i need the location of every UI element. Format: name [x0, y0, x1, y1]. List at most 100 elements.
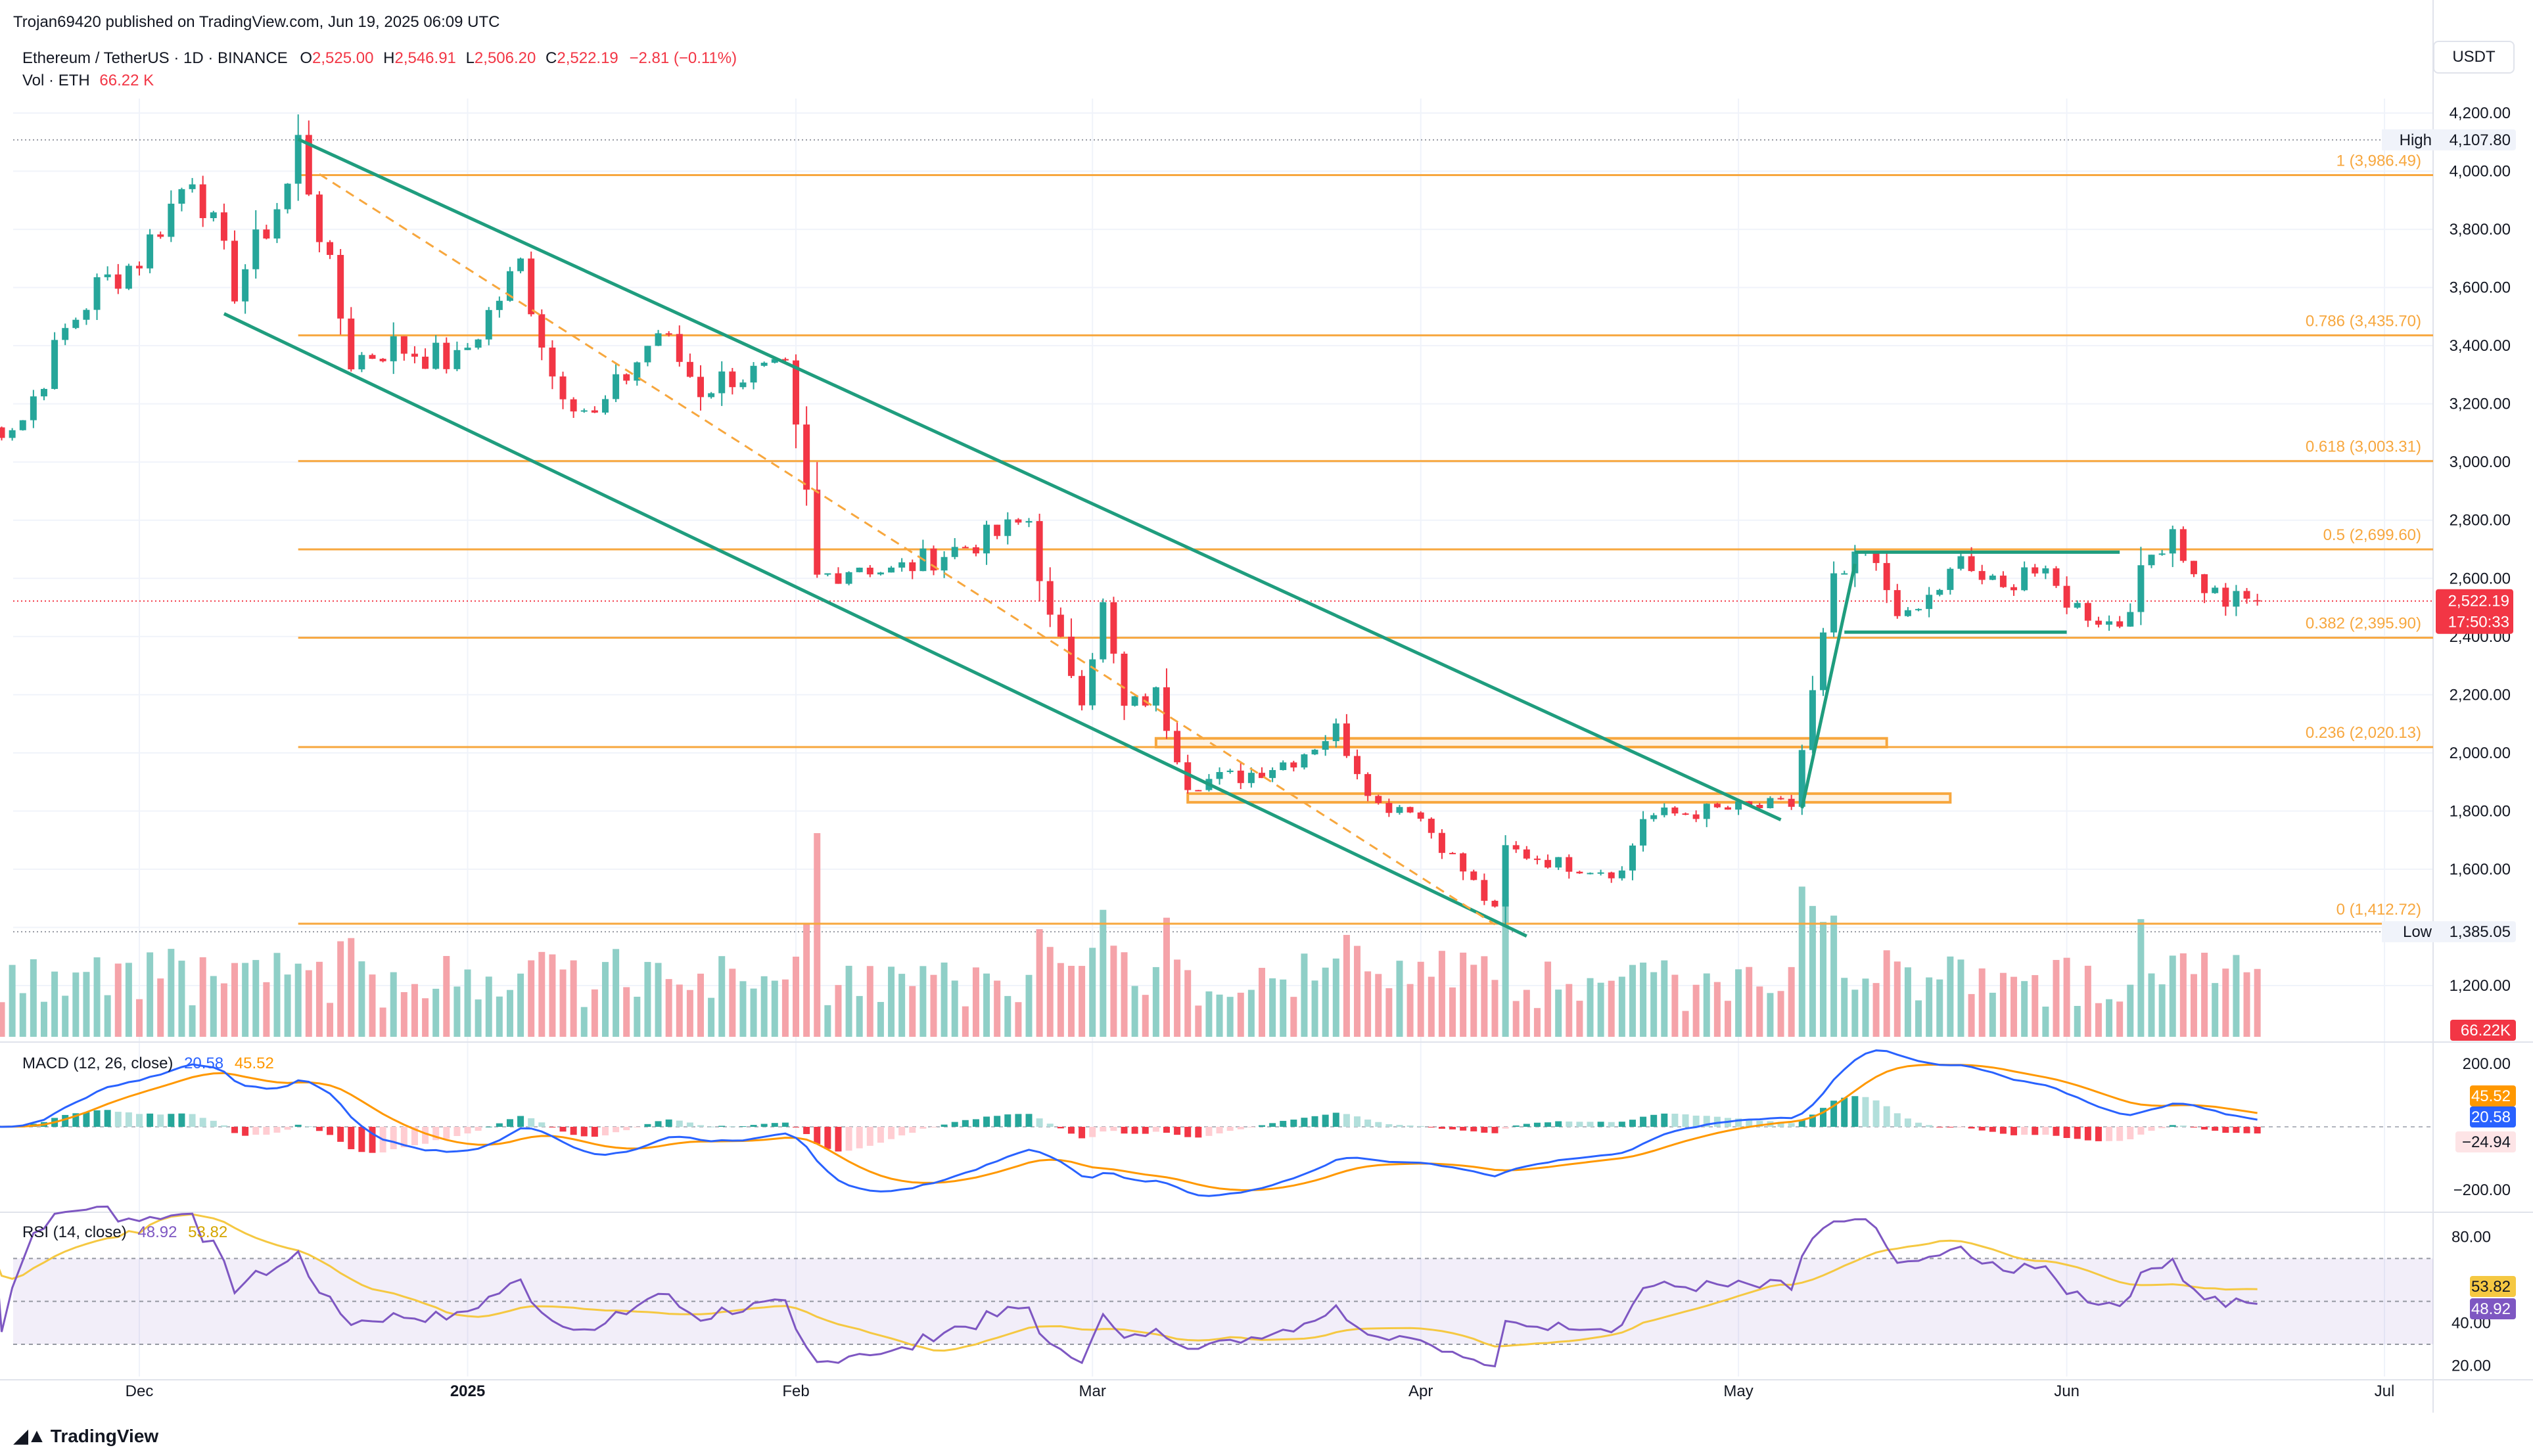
volume-bar	[1872, 983, 1880, 1037]
candle	[432, 335, 440, 370]
candle-body	[220, 212, 227, 241]
volume-bar	[1089, 947, 1096, 1037]
macd-histogram-bar	[1322, 1114, 1329, 1127]
candle	[1533, 855, 1541, 865]
candle	[994, 524, 1001, 539]
volume-bar	[1428, 976, 1435, 1037]
candle	[793, 354, 800, 449]
macd-histogram-bar	[453, 1127, 461, 1136]
candle	[2127, 603, 2134, 627]
macd-histogram-bar	[941, 1124, 948, 1127]
macd-histogram-bar	[348, 1127, 355, 1150]
candle-body	[199, 184, 206, 218]
price-axis-tick-label: 3,000.00	[2450, 453, 2511, 471]
candle	[644, 346, 651, 367]
macd-histogram-bar	[1692, 1115, 1700, 1127]
macd-histogram-bar	[1015, 1114, 1022, 1127]
candle	[549, 340, 556, 390]
macd-histogram-bar	[1301, 1118, 1308, 1127]
candle-body	[549, 347, 556, 376]
volume-bar	[2074, 1006, 2081, 1037]
candle	[390, 322, 397, 375]
candle-body	[591, 410, 598, 413]
volume-bar	[1375, 974, 1382, 1037]
candle-body	[739, 382, 747, 388]
volume-bar	[2233, 955, 2240, 1037]
candle	[2243, 587, 2250, 604]
macd-histogram-bar	[358, 1127, 365, 1152]
fib-level-label: 0.786 (3,435.70)	[2306, 312, 2421, 330]
candle	[601, 395, 609, 415]
candle-body	[613, 374, 620, 399]
candle-body	[2212, 587, 2219, 593]
volume-bar	[2021, 981, 2028, 1037]
macd-histogram-bar	[2158, 1127, 2166, 1129]
candle-body	[189, 184, 196, 189]
volume-bar	[1046, 947, 1054, 1037]
macd-histogram-bar	[1978, 1127, 1986, 1131]
macd-histogram-bar	[601, 1127, 609, 1136]
price-axis-tick-label: 3,200.00	[2450, 396, 2511, 413]
candle	[1311, 748, 1318, 756]
candle-body	[2042, 568, 2049, 574]
macd-histogram-bar	[1396, 1125, 1403, 1127]
candle-body	[1968, 556, 1975, 572]
candle-body	[1682, 813, 1689, 815]
candle	[760, 361, 768, 367]
macd-histogram-bar	[919, 1127, 927, 1129]
price-axis-tick-label: 1,600.00	[2450, 861, 2511, 878]
macd-histogram-bar	[1820, 1108, 1826, 1127]
candle-body	[1545, 859, 1552, 868]
macd-histogram-bar	[1290, 1119, 1297, 1127]
macd-histogram-bar	[1841, 1097, 1848, 1127]
candle	[2179, 526, 2187, 563]
macd-histogram-bar	[1195, 1127, 1202, 1138]
volume-bar	[1460, 952, 1467, 1037]
volume-bar	[718, 956, 726, 1037]
volume-bar	[739, 981, 747, 1037]
macd-histogram-bar	[496, 1123, 503, 1127]
candle	[83, 308, 90, 325]
macd-histogram-bar	[136, 1114, 143, 1127]
candle	[422, 348, 429, 369]
macd-histogram-bar	[2021, 1127, 2028, 1135]
candle-body	[147, 234, 154, 269]
volume-bar	[1364, 971, 1372, 1037]
macd-histogram-bar	[2222, 1127, 2229, 1133]
candle-body	[1216, 772, 1223, 779]
macd-histogram-bar	[2063, 1127, 2070, 1139]
macd-histogram-bar	[962, 1120, 969, 1127]
candle-body	[411, 353, 418, 357]
candle-body	[1788, 798, 1795, 807]
candle-body	[1184, 762, 1192, 790]
candle	[1576, 871, 1583, 875]
candle-body	[1311, 750, 1318, 755]
change-value: −2.81 (−0.11%)	[629, 49, 737, 67]
candle	[623, 373, 630, 384]
rsi-label: RSI (14, close)	[22, 1223, 127, 1241]
candle-body	[750, 365, 757, 383]
volume-bar	[1301, 953, 1308, 1037]
candle	[464, 343, 471, 350]
volume-bar	[814, 833, 821, 1037]
volume-bar	[305, 970, 312, 1037]
candle-body	[1512, 845, 1520, 850]
candle-body	[2063, 585, 2070, 608]
macd-histogram-bar	[1756, 1120, 1763, 1127]
volume-bar	[1576, 1001, 1583, 1037]
macd-histogram-bar	[1460, 1127, 1467, 1131]
macd-signal-tag: 45.52	[2470, 1085, 2516, 1106]
candle-body	[1926, 595, 1933, 609]
volume-bar	[1269, 978, 1276, 1037]
candle	[1121, 651, 1128, 720]
candle-body	[814, 489, 821, 575]
macd-histogram-bar	[1968, 1127, 1975, 1129]
volume-bar	[972, 967, 979, 1037]
volume-bar	[1597, 982, 1604, 1037]
volume-bar	[983, 973, 990, 1037]
candle	[400, 336, 407, 361]
macd-histogram-bar	[580, 1127, 588, 1137]
volume-bar	[1438, 951, 1445, 1037]
macd-histogram-bar	[1067, 1127, 1075, 1134]
